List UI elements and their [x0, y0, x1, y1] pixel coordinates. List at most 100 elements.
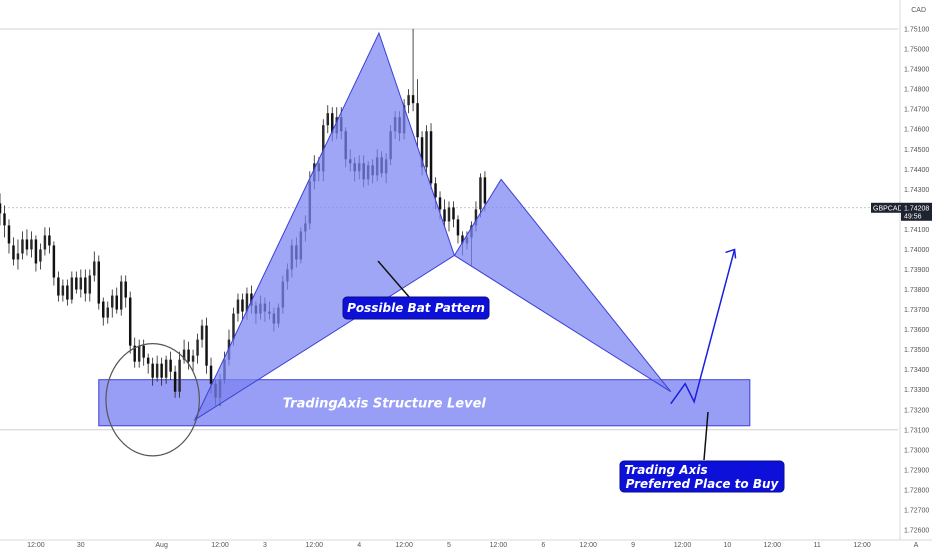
candle-body [39, 249, 42, 262]
price-tick-label: 1.74400 [904, 167, 929, 174]
candle-body [7, 225, 11, 244]
candle-body [25, 239, 29, 250]
time-axis-ticks: 12:00 30 Aug 12:00 3 12:00 4 12:00 5 12:00 6 12:00 9… [27, 542, 871, 549]
candle-body [106, 307, 109, 318]
bat-pattern-xab-leg[interactable] [193, 31, 455, 422]
candle-body [16, 253, 20, 260]
price-tick-label: 1.74000 [904, 247, 929, 254]
candle-body [93, 261, 96, 276]
candle-body [146, 357, 150, 364]
candle-body [429, 131, 433, 184]
candle-body [155, 363, 159, 378]
preferred-buy-pointer [703, 411, 709, 461]
candle-body [205, 325, 208, 366]
preferred-buy-label-box[interactable] [619, 460, 785, 493]
price-tick-label: 1.73700 [904, 307, 929, 314]
bat-pattern-bcd-leg[interactable] [453, 178, 672, 393]
candle-body [236, 299, 240, 314]
projection-line[interactable] [670, 249, 736, 405]
candle-body [331, 113, 334, 134]
price-tag-price: 1.74208 [904, 205, 929, 212]
price-axis-ticks: 1.75100 1.75000 1.74900 1.74800 1.74700 1.746… [904, 27, 929, 535]
candle-body [57, 277, 60, 296]
price-axis[interactable]: CAD 1.751001.750001.749001.748001.747001… [871, 0, 932, 540]
time-tick-label: 12:00 [395, 542, 413, 549]
candle-body [191, 355, 195, 362]
candle-body [128, 297, 132, 346]
time-tick-label: 9 [631, 542, 635, 549]
candle-body [88, 275, 92, 294]
time-tick-label: 12:00 [579, 542, 597, 549]
candle-body [241, 299, 244, 312]
price-tick-label: 1.73200 [904, 407, 929, 414]
price-tick-label: 1.75000 [904, 47, 929, 54]
candle-body [43, 235, 47, 250]
price-tick-label: 1.72600 [904, 527, 929, 534]
candle-body [411, 95, 415, 104]
bat-pattern-pointer [377, 260, 411, 299]
callouts: Possible Bat Pattern Trading Axis Prefer… [342, 260, 785, 493]
candle-body [52, 245, 56, 278]
candle-body [21, 239, 24, 254]
candle-body [75, 277, 78, 290]
time-tick-label: 3 [263, 542, 267, 549]
price-tick-label: 1.73300 [904, 387, 929, 394]
candle-body [3, 213, 6, 226]
candle-body [209, 365, 213, 384]
candle-body [61, 285, 65, 296]
candle-body [322, 125, 325, 172]
currency-label: CAD [911, 7, 926, 14]
price-tick-label: 1.73600 [904, 327, 929, 334]
candle-body [479, 177, 482, 210]
candle-body [483, 177, 487, 204]
time-tick-label: 10 [723, 542, 731, 549]
candle-body [48, 235, 51, 246]
candle-body [456, 219, 460, 236]
preferred-buy-label-line-2: Preferred Place to Buy [626, 477, 780, 491]
candle-body [474, 209, 478, 226]
auto-scale-label[interactable]: A [914, 542, 919, 549]
price-tick-label: 1.72800 [904, 487, 929, 494]
price-tick-label: 1.75100 [904, 27, 929, 34]
candle-body [169, 359, 172, 372]
price-tag-countdown: 49:56 [904, 213, 922, 220]
time-tick-label: 12:00 [674, 542, 692, 549]
time-tick-label: 12:00 [853, 542, 871, 549]
time-axis[interactable]: 12:00 30 Aug 12:00 3 12:00 4 12:00 5 12:00 6 12:00 9… [0, 539, 932, 549]
candle-body [326, 113, 330, 126]
candle-body [84, 277, 87, 294]
candle-body [115, 295, 118, 310]
candle-body [124, 281, 127, 298]
structure-level-label: TradingAxis Structure Level [283, 397, 487, 412]
candle-body [245, 293, 249, 312]
candle-body [200, 325, 204, 340]
price-tag-symbol: GBPCAD [873, 205, 903, 212]
time-tick-label: 5 [447, 542, 451, 549]
candle-body [142, 345, 145, 358]
candle-body [232, 313, 235, 340]
time-tick-label: 12:00 [211, 542, 229, 549]
price-tick-label: 1.73000 [904, 447, 929, 454]
time-tick-label: 11 [814, 542, 821, 549]
time-tick-label: 12:00 [27, 542, 45, 549]
candle-body [164, 359, 168, 378]
candle-body [425, 131, 428, 168]
price-tick-label: 1.73900 [904, 267, 929, 274]
time-tick-label: 12:00 [490, 542, 508, 549]
candle-body [119, 281, 123, 310]
bat-pattern-label-box[interactable] [342, 296, 490, 320]
projection-arrowhead [725, 248, 737, 259]
price-tick-label: 1.73100 [904, 427, 929, 434]
price-tick-label: 1.73800 [904, 287, 929, 294]
price-tick-label: 1.73400 [904, 367, 929, 374]
candle-body [133, 345, 136, 362]
bat-pattern [193, 31, 672, 422]
candle-body [452, 207, 455, 220]
price-tick-label: 1.74300 [904, 187, 929, 194]
candle-body [12, 245, 15, 260]
projection-path [670, 248, 737, 405]
time-tick-label: 6 [541, 542, 545, 549]
candle-body [416, 103, 419, 138]
candle-body [137, 345, 141, 362]
